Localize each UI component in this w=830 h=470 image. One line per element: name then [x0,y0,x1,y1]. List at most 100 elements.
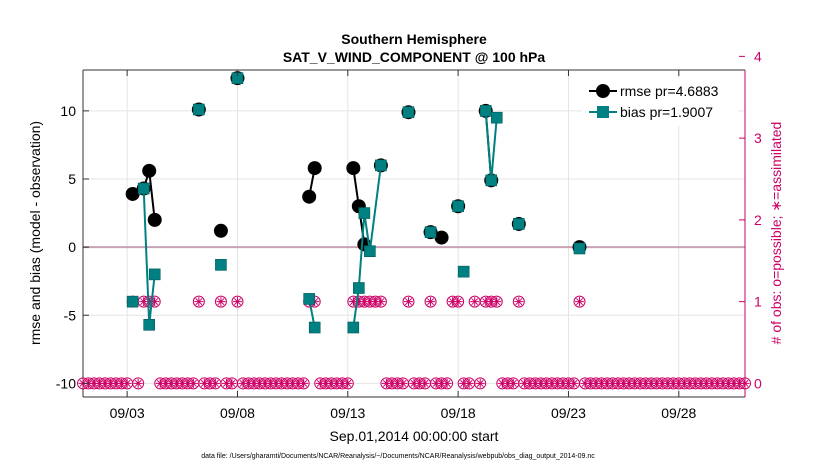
obs-assimilated-point-21-stroke-3 [487,298,495,306]
bias-point-12 [364,245,376,258]
y-tick-label-1: -5 [64,307,77,323]
rmse-point-2 [142,163,157,178]
obs-assimilated-point-22-stroke-3 [493,298,501,306]
rmse-point-5 [213,223,228,238]
bias-point-0 [126,295,139,308]
obs-assimilated-point-3-stroke-3 [151,298,159,306]
obs-zero-star-21-stroke-3 [228,379,236,387]
bias-point-19 [485,174,498,187]
obs-assimilated-point-15-stroke-3 [404,298,413,306]
bias-point-18 [479,105,492,117]
y2-tick-label-3: 3 [754,130,762,146]
y-tick-label-0: -10 [56,375,76,391]
obs-assimilated-point-5-stroke-3 [217,298,225,306]
bias-point-10 [353,282,365,294]
x-tick-label-1: 09/08 [220,405,255,421]
obs-zero-star-33-stroke-3 [300,379,308,387]
legend-bias-marker [597,106,609,118]
obs-assimilated-point-18-stroke-3 [454,298,462,306]
y-axis-label: rmse and bias (model - observation) [27,121,43,345]
obs-assimilated-point-12-stroke-3 [366,298,374,306]
obs-assimilated-point-20-stroke-3 [482,298,490,306]
series-layer [77,71,751,390]
rmse-point-15 [434,230,449,245]
obs-zero-star-65-stroke-3 [570,379,578,387]
obs-zero-circle-49 [441,377,454,390]
obs-possible-point-5 [214,295,227,308]
x-tick-label-4: 09/23 [551,405,586,421]
y-tick-label-4: 10 [60,103,76,119]
obs-zero-star-49-stroke-3 [443,379,451,387]
legend-rmse-marker [596,84,610,98]
footnote: data file: /Users/gharamti/Documents/NCA… [201,453,595,460]
bias-point-2 [143,318,155,331]
x-tick-label-3: 09/18 [441,405,476,421]
rmse-point-9 [346,161,361,176]
bias-point-17 [457,265,470,278]
obs-possible-point-24 [573,295,586,308]
y-tick-label-3: 5 [68,171,76,187]
bias-point-9 [347,321,360,334]
x-tick-label-0: 09/03 [110,405,145,421]
ticks-layer: 09/03 09/08 09/13 09/18 09/23 09/28 -10 -5 0 5 10 0… [56,48,762,421]
obs-zero-star-55-stroke-3 [509,379,517,387]
obs-zero-star-39-stroke-3 [344,379,352,387]
y2-tick-label-2: 2 [754,212,762,228]
y2-axis-label: # of obs: o=possible; ∗=assimilated [768,122,784,345]
obs-possible-point-15 [402,295,415,308]
x-axis-label: Sep.01,2014 00:00:00 start [330,428,499,444]
rmse-point-3 [147,212,162,227]
obs-assimilated-point-6-stroke-3 [233,298,242,306]
obs-possible-point-4 [192,295,205,308]
obs-zero-star-8-stroke-3 [123,379,131,387]
obs-assimilated-point-23-stroke-3 [515,298,523,306]
obs-assimilated-point-14-stroke-3 [377,298,385,306]
bias-point-16 [452,200,464,213]
chart-subtitle: SAT_V_WIND_COMPONENT @ 100 hPa [283,49,546,65]
y2-tick-label-0: 0 [754,375,762,391]
bias-point-20 [490,111,503,124]
rmse-point-7 [302,189,317,204]
legend-rmse-label: rmse pr=4.6883 [620,83,719,99]
obs-possible-point-6 [231,295,244,308]
obs-zero-star-9-stroke-3 [134,379,142,387]
y-tick-label-2: 0 [68,239,76,255]
bias-point-22 [573,242,586,255]
obs-zero-circle-52 [474,377,487,390]
obs-assimilated-point-4-stroke-3 [195,298,203,306]
bias-point-15 [424,226,437,238]
obs-assimilated-point-9-stroke-3 [349,298,357,306]
y2-tick-label-4: 4 [754,48,762,64]
y2-tick-label-1: 1 [754,294,762,310]
obs-assimilated-point-13-stroke-3 [371,298,379,306]
bias-point-14 [402,106,415,119]
obs-possible-point-23 [512,295,525,308]
bias-point-13 [375,159,387,172]
obs-zero-star-43-stroke-3 [399,379,407,387]
obs-assimilated-point-1-stroke-3 [140,298,148,306]
obs-assimilated-point-19-stroke-3 [471,298,479,306]
plot-frame [82,69,746,398]
obs-zero-circle-33 [297,377,310,390]
chart-title: Southern Hemisphere [341,31,487,47]
x-tick-label-5: 09/28 [661,405,696,421]
bias-point-4 [193,103,205,116]
obs-zero-markers [77,377,751,390]
legend: rmse pr=4.6883 bias pr=1.9007 [582,78,738,126]
obs-assimilated-point-11-stroke-3 [360,298,368,306]
x-tick-label-2: 09/13 [330,405,365,421]
obs-zero-star-51-stroke-3 [465,379,473,387]
bias-point-11 [358,207,371,219]
bias-point-21 [513,218,525,230]
obs-assimilated-point-24-stroke-3 [575,298,584,306]
bias-point-8 [308,321,321,334]
obs-zero-star-16-stroke-3 [189,379,197,387]
obs-zero-star-52-stroke-3 [476,379,484,387]
obs-zero-star-19-stroke-3 [211,379,219,387]
bias-point-3 [148,268,161,281]
legend-bias-label: bias pr=1.9007 [620,104,713,120]
rmse-point-8 [307,161,322,176]
bias-point-5 [215,259,227,271]
obs-assimilated-point-16-stroke-3 [427,298,435,306]
